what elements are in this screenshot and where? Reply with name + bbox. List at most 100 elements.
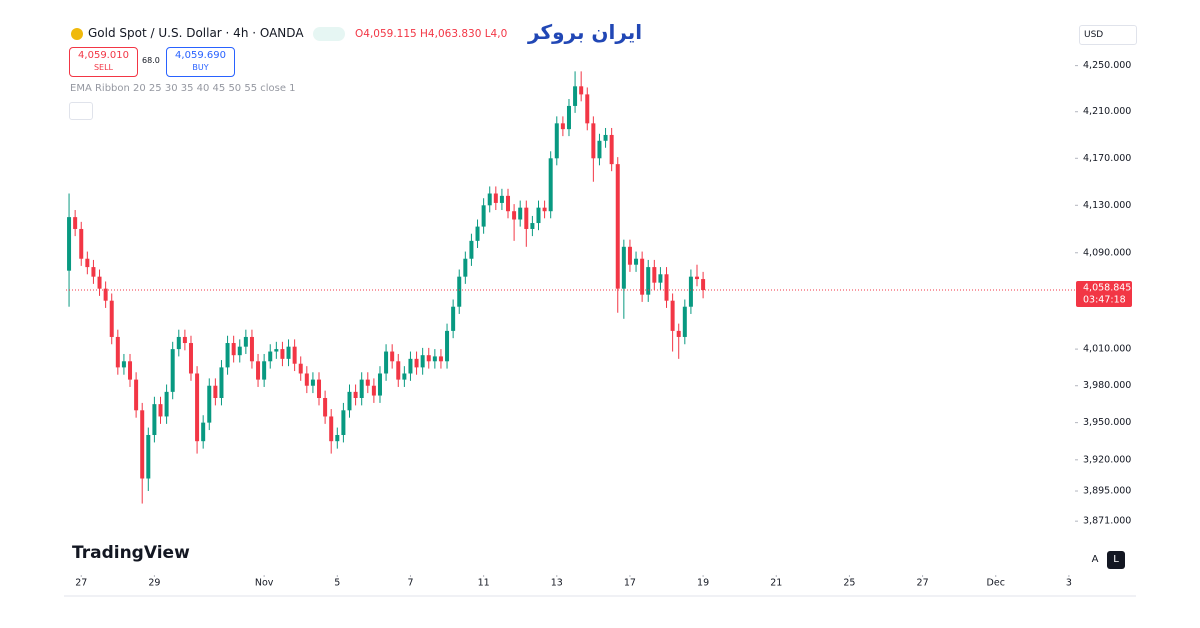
candle-body [73,217,78,229]
candle-body [499,195,504,203]
x-tick-label: 13 [551,578,563,589]
candle-body [134,379,139,411]
candle-body [408,358,413,374]
y-tick-label: 3,950.000 [1083,417,1131,428]
candle-body [420,355,425,368]
candle-body [371,385,376,396]
candle-body [109,300,114,337]
candle-body [146,434,151,479]
candle-body [176,336,181,350]
candle-body [396,361,401,380]
candle-body [274,349,279,352]
candle-body [292,346,297,364]
candle-body [676,330,681,337]
symbol-icon [71,28,83,40]
candle-body [701,279,706,291]
x-tick-label: 3 [1066,578,1072,589]
candle-body [542,207,547,212]
candle-body [432,356,437,362]
x-tick-label: 11 [478,578,490,589]
candle-body [377,373,382,396]
candle-body [438,356,443,362]
y-tick-label: 3,920.000 [1083,454,1131,465]
y-tick-label: 3,895.000 [1083,486,1131,497]
y-tick-label: 4,130.000 [1083,200,1131,211]
candle-body [384,351,389,374]
y-tick-label: 4,250.000 [1083,60,1131,71]
candle-body [280,349,285,359]
candle-body [609,134,614,165]
candle-body [621,246,626,289]
candle-body [140,410,145,479]
candle-body [615,164,620,289]
candle-body [268,351,273,362]
candle-body [487,193,492,206]
candle-body [256,361,261,380]
status-pill[interactable] [313,27,345,41]
candle-body [451,306,456,331]
candle-body [670,300,675,331]
last-price-label: 4,058.845 [1083,283,1131,294]
candle-body [365,379,370,386]
collapse-button[interactable] [69,102,93,120]
candle-body [518,207,523,220]
candle-body [158,404,163,417]
candle-body [585,94,590,124]
brand: TradingView [72,543,190,563]
candle-body [457,276,462,307]
sell-label: SELL [93,63,114,72]
candle-body [603,134,608,141]
x-tick-label: 19 [697,578,709,589]
candle-body [262,361,267,380]
ohlc-values: O4,059.115 H4,063.830 L4,0 [355,28,508,40]
candle-body [115,336,120,368]
candle-body [530,223,535,229]
y-tick-label: 4,090.000 [1083,247,1131,258]
candle-body [286,346,291,359]
sell-price: 4,059.010 [78,50,129,61]
candle-body [682,306,687,337]
candle-body [634,258,639,265]
candle-body [481,205,486,227]
countdown: 03:47:18 [1083,295,1126,306]
candle-body [164,391,169,417]
candle-body [128,361,133,380]
symbol-title: Gold Spot / U.S. Dollar · 4h · OANDA [88,26,304,40]
log-scale-button[interactable]: L [1107,551,1125,569]
candle-body [512,211,517,220]
auto-scale-button[interactable]: A [1091,554,1099,565]
currency-select[interactable]: USD [1079,25,1137,45]
x-tick-label: 17 [624,578,636,589]
x-tick-label: 27 [75,578,87,589]
candle-body [91,267,96,277]
candle-body [493,193,498,203]
candle-body [323,397,328,417]
y-tick-label: 4,210.000 [1083,106,1131,117]
candle-body [304,373,309,386]
candle-body [201,422,206,442]
candle-body [402,373,407,380]
x-tick-label: 29 [148,578,160,589]
buy-price: 4,059.690 [175,50,226,61]
candle-body [341,410,346,435]
candle-body [475,226,480,241]
candle-body [695,276,700,280]
candle-body [231,343,236,356]
candle-body [658,274,663,283]
candle-body [79,228,84,259]
candle-body [640,258,645,295]
candle-body [225,343,230,368]
candle-body [646,267,651,295]
candle-body [97,276,102,289]
candle-body [188,343,193,374]
candle-body [317,379,322,398]
buy-button[interactable]: 4,059.690 BUY [166,47,235,77]
candle-body [566,105,571,130]
candle-body [249,336,254,362]
sell-button[interactable]: 4,059.010 SELL [69,47,138,77]
candle-body [359,379,364,398]
candle-body [414,358,419,368]
x-tick-label: 7 [407,578,413,589]
indicator-legend: EMA Ribbon 20 25 30 35 40 45 50 55 close… [70,83,296,94]
